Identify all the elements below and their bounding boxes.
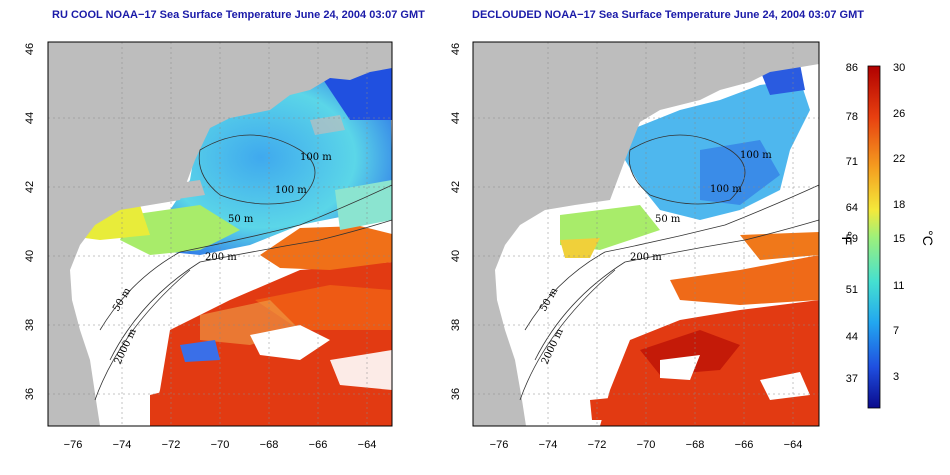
land-mass (48, 42, 392, 426)
celsius-tick: 26 (893, 108, 905, 120)
y-tick-label: 36 (24, 388, 36, 400)
land-mass (473, 42, 819, 426)
right-x-axis: −76 −74 −72 −70 −68 −66 −64 (490, 439, 803, 451)
isobath-label: 100 m (275, 185, 307, 196)
celsius-tick: 18 (893, 199, 905, 211)
x-tick-label: −66 (309, 439, 328, 451)
right-y-axis: 36 38 40 42 44 46 (450, 43, 462, 400)
isobath-label: 200 m (630, 252, 662, 263)
isobath-label: 200 m (205, 252, 237, 263)
x-tick-label: −70 (211, 439, 230, 451)
x-tick-label: −70 (637, 439, 656, 451)
celsius-tick: 22 (893, 153, 905, 165)
y-tick-label: 44 (450, 112, 462, 124)
isobath-label: 50 m (655, 214, 681, 225)
fahrenheit-tick: 64 (846, 202, 858, 214)
x-tick-label: −76 (64, 439, 83, 451)
x-tick-label: −64 (358, 439, 377, 451)
x-tick-label: −74 (539, 439, 558, 451)
x-tick-label: −68 (686, 439, 705, 451)
y-tick-label: 42 (450, 181, 462, 193)
fahrenheit-tick: 51 (846, 284, 858, 296)
left-y-axis: 36 38 40 42 44 46 (24, 43, 36, 400)
celsius-unit-label: °C (920, 230, 936, 246)
x-tick-label: −64 (784, 439, 803, 451)
x-tick-label: −66 (735, 439, 754, 451)
y-tick-label: 42 (24, 181, 36, 193)
left-sst-map: 100 m 100 m 50 m 200 m 50 m 2000 m (47, 41, 393, 427)
fahrenheit-tick: 37 (846, 373, 858, 385)
fahrenheit-tick: 78 (846, 111, 858, 123)
fahrenheit-tick: 59 (846, 233, 858, 245)
fahrenheit-unit-label: °F (839, 231, 855, 245)
y-tick-label: 46 (24, 43, 36, 55)
isobath-label: 50 m (228, 214, 254, 225)
temperature-colorbar: 86 78 71 64 59 51 44 37 30 26 22 18 15 1… (839, 62, 936, 409)
colorbar-gradient (867, 65, 881, 409)
celsius-tick: 11 (893, 280, 904, 292)
y-tick-label: 40 (24, 250, 36, 262)
x-tick-label: −72 (162, 439, 181, 451)
left-x-axis: −76 −74 −72 −70 −68 −66 −64 (64, 439, 377, 451)
isobath-label: 100 m (300, 152, 332, 163)
isobath-label: 100 m (710, 184, 742, 195)
y-tick-label: 38 (450, 319, 462, 331)
right-map-title: DECLOUDED NOAA−17 Sea Surface Temperatur… (472, 9, 864, 21)
y-tick-label: 44 (24, 112, 36, 124)
left-map-title: RU COOL NOAA−17 Sea Surface Temperature … (52, 9, 425, 21)
celsius-tick: 15 (893, 233, 905, 245)
celsius-tick: 30 (893, 62, 905, 74)
x-tick-label: −76 (490, 439, 509, 451)
fahrenheit-tick: 86 (846, 62, 858, 74)
celsius-tick: 3 (893, 371, 899, 383)
y-tick-label: 40 (450, 250, 462, 262)
celsius-tick: 7 (893, 325, 899, 337)
left-map-frame (47, 41, 393, 427)
y-tick-label: 36 (450, 388, 462, 400)
x-tick-label: −74 (113, 439, 132, 451)
y-tick-label: 38 (24, 319, 36, 331)
fahrenheit-tick: 44 (846, 331, 858, 343)
right-map-frame (472, 41, 820, 427)
isobath-label: 100 m (740, 150, 772, 161)
right-sst-map: 100 m 100 m 50 m 200 m 50 m 2000 m (472, 41, 820, 427)
x-tick-label: −68 (260, 439, 279, 451)
fahrenheit-tick: 71 (846, 156, 858, 168)
x-tick-label: −72 (588, 439, 607, 451)
y-tick-label: 46 (450, 43, 462, 55)
